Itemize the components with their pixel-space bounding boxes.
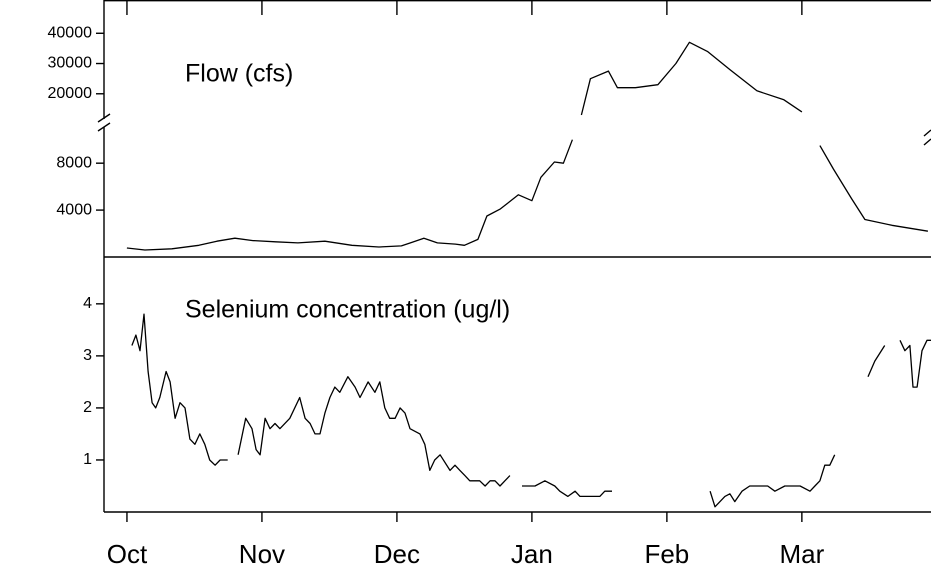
axis-break-mark <box>923 129 931 137</box>
data-line <box>131 313 931 508</box>
axis-break-gap <box>99 119 111 127</box>
y-tick-label: 20000 <box>48 85 93 102</box>
y-tick-label: 30000 <box>48 55 93 72</box>
x-tick-label: Jan <box>511 539 553 569</box>
x-tick-label: Nov <box>239 539 285 569</box>
x-tick-label: Feb <box>644 539 689 569</box>
y-tick-label: 8000 <box>56 154 92 171</box>
x-tick-label: Dec <box>374 539 420 569</box>
axis-break-mark <box>97 122 111 132</box>
x-tick-label: Mar <box>779 539 824 569</box>
panel-title: Flow (cfs) <box>185 60 293 88</box>
y-tick-label: 40000 <box>48 24 93 41</box>
axis-break-mark <box>923 138 931 146</box>
axis-break-mark <box>97 113 111 123</box>
y-tick-label: 3 <box>83 347 92 364</box>
y-tick-label: 4000 <box>56 201 92 218</box>
y-tick-label: 2 <box>83 399 92 416</box>
panel-title: Selenium concentration (ug/l) <box>185 296 510 324</box>
x-tick-label: Oct <box>107 539 148 569</box>
data-line <box>126 41 929 251</box>
y-tick-label: 1 <box>83 451 92 468</box>
y-tick-label: 4 <box>83 295 92 312</box>
